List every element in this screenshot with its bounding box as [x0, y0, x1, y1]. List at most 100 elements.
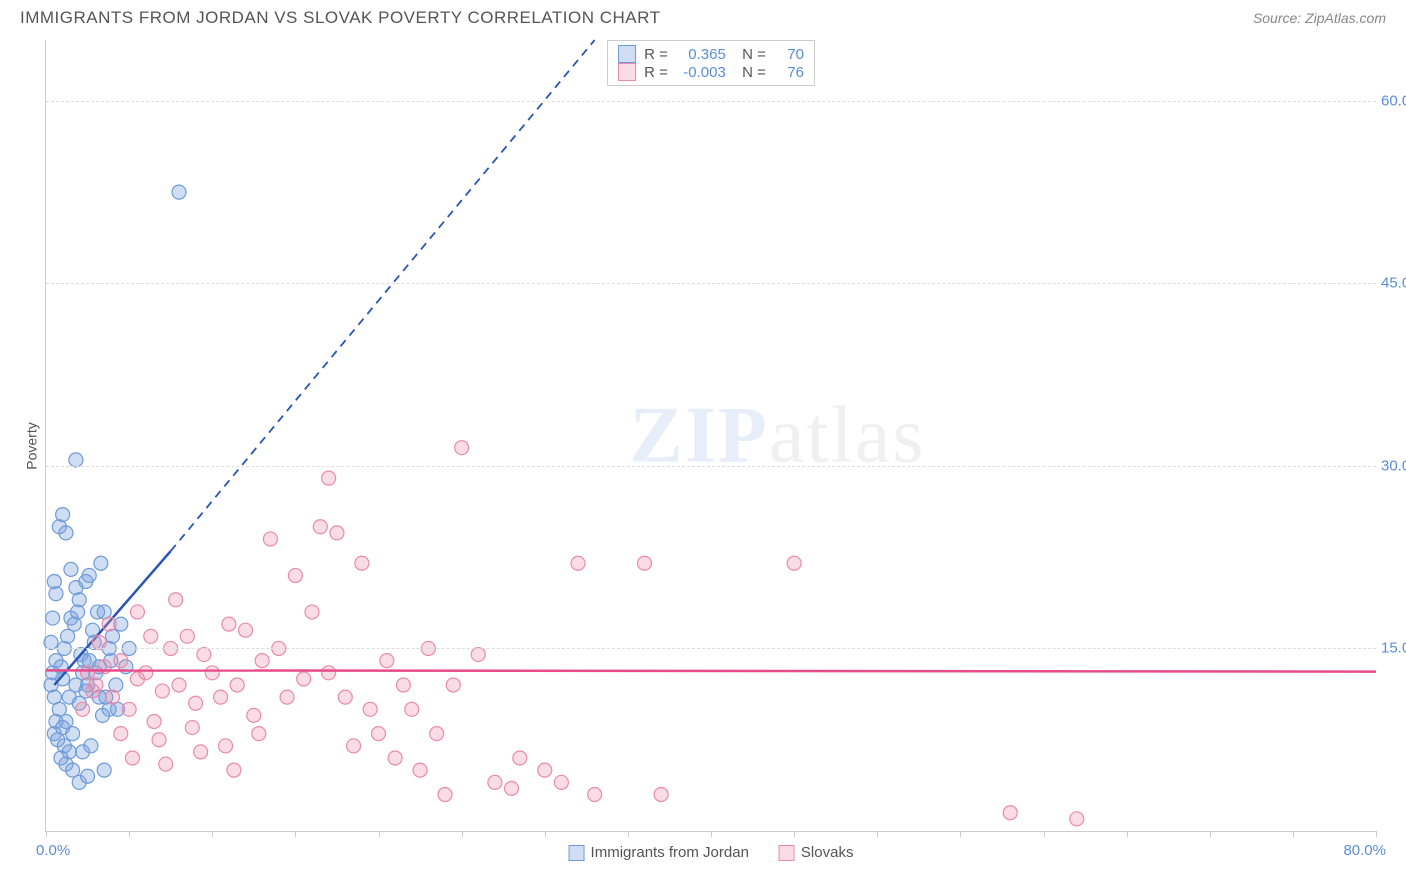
x-tick	[379, 831, 380, 837]
y-tick-label: 45.0%	[1381, 275, 1406, 292]
trend-line-extrapolated	[171, 40, 595, 551]
data-point	[438, 787, 452, 801]
data-point	[654, 787, 668, 801]
data-point	[122, 702, 136, 716]
x-tick	[129, 831, 130, 837]
data-point	[1070, 812, 1084, 826]
y-tick-label: 30.0%	[1381, 457, 1406, 474]
data-point	[62, 745, 76, 759]
data-point	[554, 775, 568, 789]
data-point	[405, 702, 419, 716]
data-point	[571, 556, 585, 570]
source-attribution: Source: ZipAtlas.com	[1253, 10, 1386, 26]
data-point	[147, 714, 161, 728]
data-point	[538, 763, 552, 777]
data-point	[305, 605, 319, 619]
data-point	[125, 751, 139, 765]
data-point	[214, 690, 228, 704]
x-axis-legend: Immigrants from JordanSlovaks	[569, 844, 854, 861]
data-point	[94, 556, 108, 570]
data-point	[56, 721, 70, 735]
data-point	[97, 763, 111, 777]
chart-area: ZIPatlas R = 0.365 N = 70R = -0.003 N = …	[45, 40, 1376, 832]
data-point	[288, 568, 302, 582]
data-point	[413, 763, 427, 777]
data-point	[56, 508, 70, 522]
data-point	[66, 763, 80, 777]
x-tick	[295, 831, 296, 837]
data-point	[84, 739, 98, 753]
data-point	[280, 690, 294, 704]
data-point	[130, 605, 144, 619]
legend-item: Immigrants from Jordan	[569, 844, 749, 861]
data-point	[338, 690, 352, 704]
x-tick	[46, 831, 47, 837]
data-point	[638, 556, 652, 570]
data-point	[222, 617, 236, 631]
data-point	[446, 678, 460, 692]
source-link[interactable]: ZipAtlas.com	[1305, 10, 1386, 26]
data-point	[230, 678, 244, 692]
data-point	[347, 739, 361, 753]
data-point	[1003, 806, 1017, 820]
data-point	[471, 648, 485, 662]
data-point	[114, 727, 128, 741]
x-tick	[711, 831, 712, 837]
data-point	[787, 556, 801, 570]
data-point	[169, 593, 183, 607]
x-tick	[1044, 831, 1045, 837]
data-point	[363, 702, 377, 716]
gridline	[46, 648, 1376, 649]
data-point	[239, 623, 253, 637]
data-point	[455, 441, 469, 455]
data-point	[252, 727, 266, 741]
data-point	[46, 611, 60, 625]
x-tick	[462, 831, 463, 837]
data-point	[76, 702, 90, 716]
x-tick	[1293, 831, 1294, 837]
y-tick-label: 15.0%	[1381, 640, 1406, 657]
data-point	[159, 757, 173, 771]
data-point	[513, 751, 527, 765]
data-point	[396, 678, 410, 692]
data-point	[155, 684, 169, 698]
data-point	[430, 727, 444, 741]
data-point	[197, 648, 211, 662]
data-point	[152, 733, 166, 747]
data-point	[588, 787, 602, 801]
data-point	[172, 678, 186, 692]
data-point	[47, 575, 61, 589]
data-point	[81, 769, 95, 783]
data-point	[297, 672, 311, 686]
data-point	[180, 629, 194, 643]
data-point	[227, 763, 241, 777]
data-point	[330, 526, 344, 540]
data-point	[69, 453, 83, 467]
x-tick	[794, 831, 795, 837]
x-tick	[545, 831, 546, 837]
x-tick	[1127, 831, 1128, 837]
data-point	[219, 739, 233, 753]
y-tick-label: 60.0%	[1381, 92, 1406, 109]
data-point	[185, 721, 199, 735]
data-point	[194, 745, 208, 759]
scatter-plot	[46, 40, 1376, 831]
trend-line	[46, 670, 1376, 671]
legend-swatch	[569, 845, 585, 861]
data-point	[102, 617, 116, 631]
page-title: IMMIGRANTS FROM JORDAN VS SLOVAK POVERTY…	[20, 8, 660, 28]
data-point	[322, 471, 336, 485]
data-point	[114, 654, 128, 668]
data-point	[205, 666, 219, 680]
x-tick	[877, 831, 878, 837]
x-tick	[1376, 831, 1377, 837]
data-point	[86, 684, 100, 698]
data-point	[355, 556, 369, 570]
data-point	[59, 526, 73, 540]
y-axis-label: Poverty	[24, 422, 40, 469]
data-point	[144, 629, 158, 643]
x-tick	[212, 831, 213, 837]
data-point	[322, 666, 336, 680]
data-point	[372, 727, 386, 741]
data-point	[313, 520, 327, 534]
